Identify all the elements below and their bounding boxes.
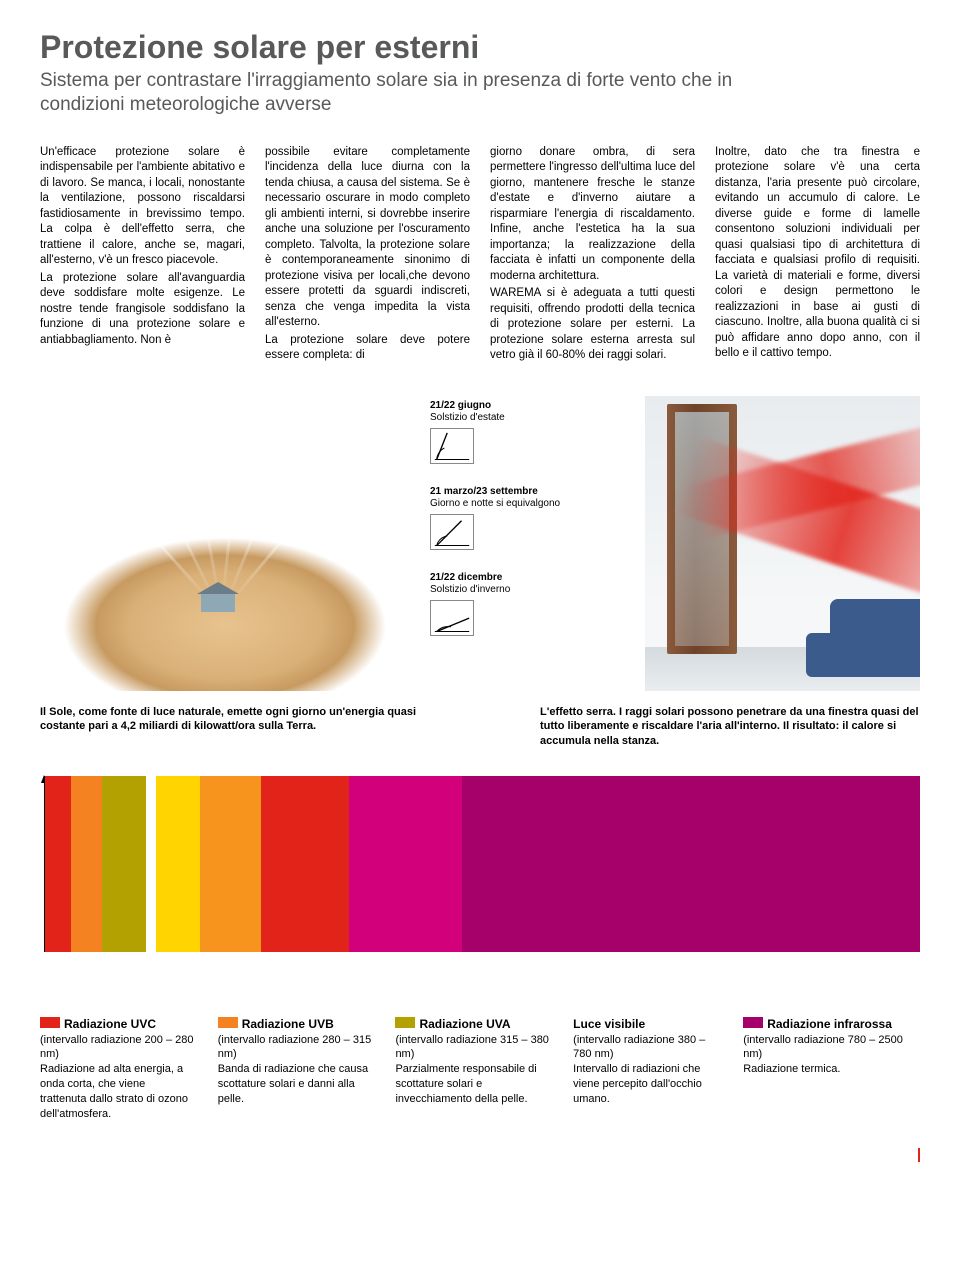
rad-range: (intervallo radiazione 315 – 380 nm) <box>395 1034 549 1061</box>
spectrum-band <box>102 776 146 952</box>
greenhouse-effect-diagram <box>645 396 920 691</box>
sun-earth-diagram <box>40 396 410 691</box>
spectrum-band <box>200 776 261 952</box>
diagram-captions: Il Sole, come fonte di luce naturale, em… <box>40 705 920 748</box>
diagram-row: 21/22 giugno Solstizio d'estate 21 marzo… <box>40 396 920 691</box>
page-subtitle: Sistema per contrastare l'irraggiamento … <box>40 69 820 117</box>
swatch-uva <box>395 1017 415 1028</box>
rad-desc: Intervallo di radiazioni che viene perce… <box>573 1063 702 1105</box>
body-text-columns: Un'efficace protezione solare è indispen… <box>40 145 920 366</box>
spectrum-bars <box>45 776 920 952</box>
season-desc: Giorno e notte si equivalgono <box>430 498 625 510</box>
radiation-legend: Radiazione UVC (intervallo radiazione 20… <box>40 1016 920 1122</box>
radiation-uva: Radiazione UVA (intervallo radiazione 31… <box>395 1016 549 1122</box>
season-equinox: 21 marzo/23 settembre Giorno e notte si … <box>430 486 625 550</box>
rad-title: Radiazione UVB <box>242 1017 334 1031</box>
swatch-uvc <box>40 1017 60 1028</box>
rad-title: Luce visibile <box>573 1017 645 1031</box>
radiation-visible: Luce visibile (intervallo radiazione 380… <box>573 1016 719 1122</box>
rad-desc: Parzialmente responsabile di scottature … <box>395 1063 536 1105</box>
radiation-uvc: Radiazione UVC (intervallo radiazione 20… <box>40 1016 194 1122</box>
spectrum-band <box>462 776 920 952</box>
body-col-3: giorno donare ombra, di sera permettere … <box>490 145 695 366</box>
sofa-icon <box>830 599 920 677</box>
swatch-uvb <box>218 1017 238 1028</box>
spectrum-band <box>146 776 157 952</box>
sun-angle-icon <box>430 600 474 636</box>
page-footer-marker <box>40 1148 920 1167</box>
body-col-1: Un'efficace protezione solare è indispen… <box>40 145 245 366</box>
rad-range: (intervallo radiazione 780 – 2500 nm) <box>743 1034 903 1061</box>
spectrum-band <box>71 776 102 952</box>
rad-desc: Radiazione ad alta energia, a onda corta… <box>40 1063 188 1120</box>
season-summer: 21/22 giugno Solstizio d'estate <box>430 400 625 464</box>
rad-title: Radiazione UVC <box>64 1017 156 1031</box>
spectrum-band <box>156 776 200 952</box>
rad-range: (intervallo radiazione 200 – 280 nm) <box>40 1034 194 1061</box>
rad-desc: Banda di radiazione che causa scottature… <box>218 1063 368 1105</box>
radiation-ir: Radiazione infrarossa (intervallo radiaz… <box>743 1016 920 1122</box>
spectrum-chart <box>40 776 920 976</box>
radiation-uvb: Radiazione UVB (intervallo radiazione 28… <box>218 1016 372 1122</box>
season-angle-list: 21/22 giugno Solstizio d'estate 21 marzo… <box>430 396 625 691</box>
rad-title: Radiazione UVA <box>419 1017 510 1031</box>
page-title: Protezione solare per esterni <box>40 30 920 65</box>
sun-angle-icon <box>430 514 474 550</box>
season-desc: Solstizio d'estate <box>430 412 625 424</box>
rad-range: (intervallo radiazione 380 – 780 nm) <box>573 1034 705 1061</box>
rad-title: Radiazione infrarossa <box>767 1017 892 1031</box>
season-winter: 21/22 dicembre Solstizio d'inverno <box>430 572 625 636</box>
sun-angle-icon <box>430 428 474 464</box>
season-date: 21 marzo/23 settembre <box>430 486 625 498</box>
spectrum-band <box>349 776 463 952</box>
season-date: 21/22 dicembre <box>430 572 625 584</box>
spectrum-band <box>45 776 71 952</box>
caption-left: Il Sole, come fonte di luce naturale, em… <box>40 705 440 748</box>
season-desc: Solstizio d'inverno <box>430 584 625 596</box>
body-col-4: Inoltre, dato che tra finestra e protezi… <box>715 145 920 366</box>
rad-range: (intervallo radiazione 280 – 315 nm) <box>218 1034 372 1061</box>
swatch-ir <box>743 1017 763 1028</box>
body-col-2: possibile evitare completamente l'incide… <box>265 145 470 366</box>
rad-desc: Radiazione termica. <box>743 1063 840 1075</box>
spectrum-band <box>261 776 349 952</box>
season-date: 21/22 giugno <box>430 400 625 412</box>
house-icon <box>201 592 235 612</box>
caption-right: L'effetto serra. I raggi solari possono … <box>540 705 920 748</box>
